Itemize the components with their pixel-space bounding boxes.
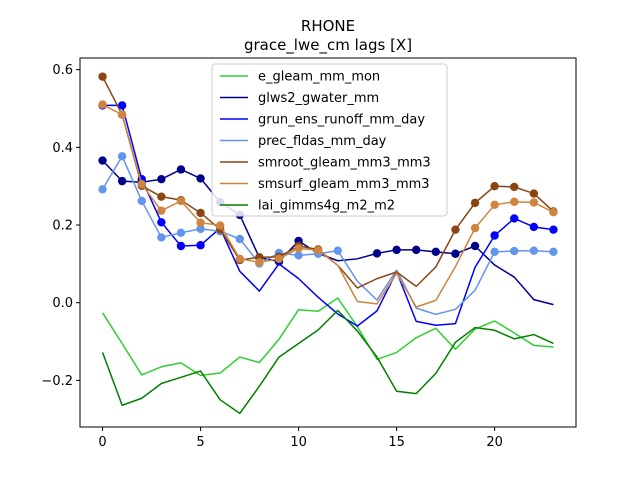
y-tick-label: 0.0	[52, 296, 73, 311]
data-point	[372, 249, 382, 258]
tick-layer: 0 5 10 15 20 −0.2 0.0 0.2 0.4 0.6	[41, 63, 502, 450]
data-point	[431, 247, 441, 257]
legend-label: smsurf_gleam_mm3_mm3	[258, 177, 430, 192]
data-point	[470, 198, 480, 208]
y-tick-label: −0.2	[41, 374, 73, 389]
data-point	[196, 208, 205, 218]
data-point	[255, 258, 264, 267]
data-point	[98, 72, 107, 81]
series-line-grun-ens-runoff-mm-day	[102, 104, 554, 327]
data-point	[549, 225, 558, 234]
data-point	[117, 110, 127, 119]
data-point	[137, 196, 146, 206]
data-point	[157, 206, 166, 215]
data-point	[451, 249, 460, 258]
data-point	[470, 241, 480, 251]
series-smsurf-gleam-mm3-mm3	[98, 100, 558, 308]
data-point	[98, 156, 107, 165]
data-point	[157, 233, 166, 242]
data-point	[294, 251, 303, 260]
data-point	[451, 225, 460, 234]
data-point	[529, 198, 539, 207]
y-tick-label: 0.6	[52, 63, 73, 78]
legend-label: grun_ens_runoff_mm_day	[258, 113, 425, 128]
data-point	[490, 247, 499, 257]
data-point	[137, 180, 146, 189]
data-point	[529, 222, 539, 232]
y-tick-label: 0.2	[52, 219, 73, 234]
series-prec-fldas-mm-day	[98, 152, 558, 316]
data-point	[117, 101, 127, 110]
data-point	[196, 218, 205, 227]
data-point	[490, 181, 499, 191]
data-point	[157, 174, 166, 184]
data-point	[314, 246, 323, 255]
legend-entry-prec-fldas-mm-day: prec_fldas_mm_day	[220, 134, 387, 149]
legend-frame	[211, 63, 448, 217]
data-point	[215, 221, 225, 230]
data-point	[490, 231, 499, 240]
legend-label: prec_fldas_mm_day	[258, 134, 387, 149]
series-lai-gimms4g-m2-m2	[101, 309, 554, 415]
legend-entry-lai-gimms4g-m2-m2: lai_gimms4g_m2_m2	[220, 199, 395, 214]
data-point	[176, 241, 186, 251]
data-point	[235, 254, 244, 264]
data-point	[157, 192, 166, 201]
legend-label: glws2_gwater_mm	[258, 91, 379, 106]
data-point	[510, 246, 519, 256]
data-point	[235, 234, 244, 244]
x-tick-label: 15	[388, 435, 405, 450]
legend-label: smroot_gleam_mm3_mm3	[258, 156, 431, 171]
data-point	[196, 174, 205, 183]
data-point	[510, 214, 519, 223]
legend-entry-smroot-gleam-mm3-mm3: smroot_gleam_mm3_mm3	[220, 156, 431, 171]
data-point	[196, 241, 205, 250]
data-point	[176, 228, 186, 237]
data-point	[294, 244, 303, 253]
data-point	[490, 200, 499, 210]
data-point	[157, 218, 166, 227]
x-tick-label: 5	[196, 435, 204, 450]
data-point	[412, 245, 421, 255]
data-point	[470, 223, 480, 233]
data-point	[98, 185, 107, 194]
x-tick-label: 0	[98, 435, 106, 450]
data-point	[117, 152, 127, 161]
x-tick-label: 10	[290, 435, 307, 450]
data-point	[196, 224, 205, 234]
y-tick-label: 0.4	[52, 141, 73, 156]
data-point	[333, 246, 342, 255]
data-point	[549, 247, 558, 257]
data-point	[176, 196, 186, 206]
x-tick-label: 20	[486, 435, 503, 450]
data-point	[117, 176, 127, 186]
series-line-e-gleam-mm-mon	[101, 297, 554, 377]
legend-label: e_gleam_mm_mon	[258, 70, 380, 85]
series-line-lai-gimms4g-m2-m2	[101, 309, 554, 415]
series-e-gleam-mm-mon	[101, 297, 554, 377]
data-point	[529, 246, 539, 255]
legend-entry-grun-ens-runoff-mm-day: grun_ens_runoff_mm_day	[220, 113, 425, 128]
legend-entry-e-gleam-mm-mon: e_gleam_mm_mon	[220, 70, 380, 85]
data-point	[510, 197, 519, 206]
legend-label: lai_gimms4g_m2_m2	[258, 199, 395, 214]
data-point	[176, 165, 186, 174]
legend: e_gleam_mm_mon glws2_gwater_mm grun_ens_ru…	[211, 63, 448, 217]
data-point	[274, 254, 284, 264]
legend-entry-smsurf-gleam-mm3-mm3: smsurf_gleam_mm3_mm3	[220, 177, 430, 192]
data-point	[529, 189, 539, 198]
chart-title-line-1: RHONE	[301, 17, 355, 35]
legend-entry-glws2-gwater-mm: glws2_gwater_mm	[220, 91, 379, 106]
plot-frame	[79, 57, 577, 428]
chart-title-line-2: grace_lwe_cm lags [X]	[244, 36, 412, 55]
data-point	[549, 208, 558, 217]
data-point	[392, 245, 401, 255]
data-point	[510, 182, 519, 192]
data-point	[98, 100, 107, 109]
